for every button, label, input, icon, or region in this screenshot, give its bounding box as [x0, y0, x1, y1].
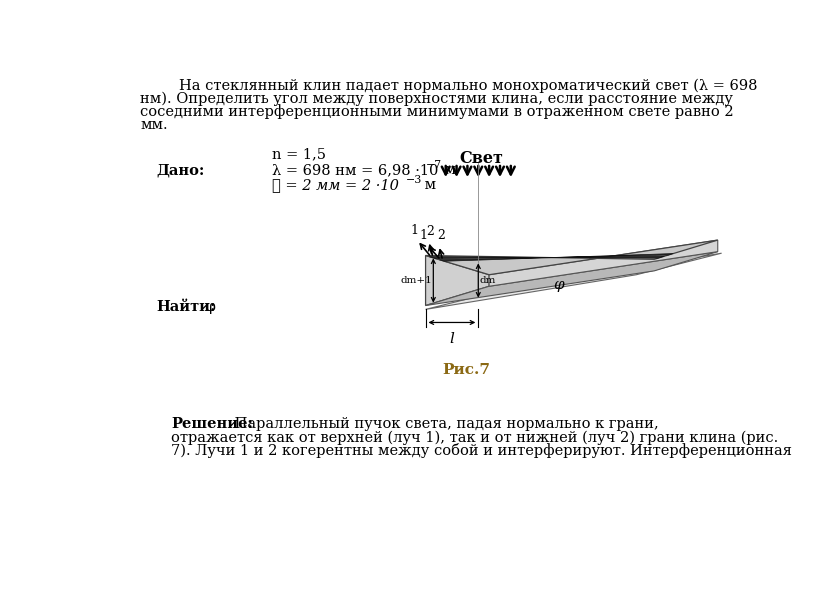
- Text: отражается как от верхней (луч 1), так и от нижней (луч 2) грани клина (рис.: отражается как от верхней (луч 1), так и…: [172, 431, 779, 445]
- Polygon shape: [425, 240, 718, 274]
- Text: нм). Определить угол между поверхностями клина, если расстояние между: нм). Определить угол между поверхностями…: [141, 91, 733, 106]
- Polygon shape: [425, 256, 489, 306]
- Text: φ: φ: [201, 300, 215, 314]
- Text: м: м: [440, 163, 455, 177]
- Text: 1: 1: [411, 224, 418, 237]
- Text: 2: 2: [426, 225, 434, 238]
- Text: 2: 2: [437, 229, 446, 242]
- Polygon shape: [429, 256, 664, 259]
- Polygon shape: [440, 253, 673, 262]
- Text: Найти:: Найти:: [156, 300, 215, 314]
- Text: −7: −7: [425, 160, 441, 170]
- Text: мм.: мм.: [141, 118, 168, 132]
- Text: 1: 1: [420, 229, 428, 241]
- Text: Параллельный пучок света, падая нормально к грани,: Параллельный пучок света, падая нормальн…: [229, 417, 659, 431]
- Text: φ: φ: [554, 278, 564, 292]
- Polygon shape: [425, 252, 718, 306]
- Text: dm+1: dm+1: [400, 276, 432, 285]
- Text: λ = 698 нм = 6,98 ·10: λ = 698 нм = 6,98 ·10: [272, 163, 438, 177]
- Text: dm: dm: [479, 276, 495, 285]
- Polygon shape: [425, 253, 722, 309]
- Text: Рис.7: Рис.7: [442, 363, 490, 378]
- Text: На стеклянный клин падает нормально монохроматический свет (λ = 698: На стеклянный клин падает нормально моно…: [179, 78, 758, 93]
- Text: l: l: [450, 332, 454, 346]
- Text: ℓ = 2 мм = 2 ·10: ℓ = 2 мм = 2 ·10: [272, 178, 399, 193]
- Text: 7). Лучи 1 и 2 когерентны между собой и интерферируют. Интерференционная: 7). Лучи 1 и 2 когерентны между собой и …: [172, 444, 792, 458]
- Polygon shape: [489, 240, 718, 286]
- Text: Дано:: Дано:: [156, 163, 204, 177]
- Text: Свет: Свет: [459, 150, 503, 167]
- Text: Решение:: Решение:: [172, 417, 254, 431]
- Text: соседними интерференционными минимумами в отраженном свете равно 2: соседними интерференционными минимумами …: [141, 105, 734, 120]
- Text: n = 1,5: n = 1,5: [272, 148, 326, 161]
- Text: −3: −3: [406, 176, 423, 186]
- Text: м: м: [420, 178, 437, 193]
